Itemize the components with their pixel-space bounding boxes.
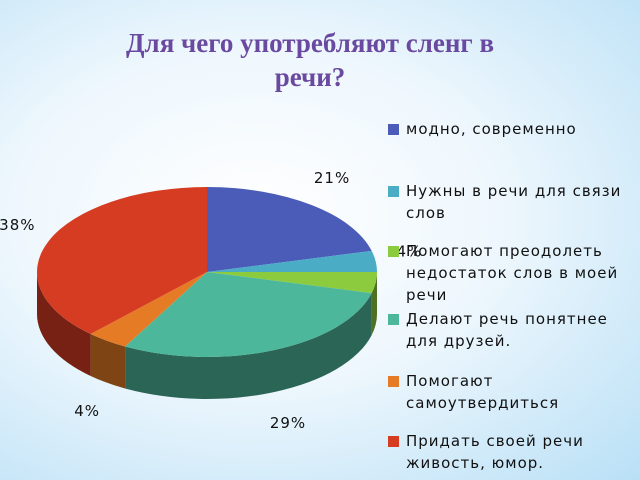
chart-title: Для чего употребляют сленг в речи? <box>125 28 495 92</box>
legend-label: Делают речь понятнее для друзей. <box>406 310 608 350</box>
legend-swatch <box>388 314 399 325</box>
legend-swatch <box>388 436 399 447</box>
slice <box>125 272 372 357</box>
legend-swatch <box>388 186 399 197</box>
legend-swatch <box>388 124 399 135</box>
legend-item: Помогают преодолеть недостаток слов в мо… <box>388 240 633 306</box>
slice-side <box>371 272 377 336</box>
data-label: 4% <box>74 402 100 420</box>
data-label: 38% <box>0 216 35 234</box>
legend-label: Помогают преодолеть недостаток слов в мо… <box>406 242 619 304</box>
legend-item: Делают речь понятнее для друзей. <box>388 308 633 352</box>
legend-label: Нужны в речи для связи слов <box>406 182 622 222</box>
legend-swatch <box>388 376 399 387</box>
legend-item: Нужны в речи для связи слов <box>388 180 633 224</box>
slice-side <box>90 333 126 389</box>
legend-item: Помогают самоутвердиться <box>388 370 633 414</box>
slice <box>207 187 372 272</box>
slice <box>90 272 207 347</box>
data-label: 29% <box>270 414 306 432</box>
slice-side <box>37 272 91 376</box>
legend-item: модно, современно <box>388 118 633 140</box>
data-label: 4% <box>396 243 422 261</box>
legend-item: Придать своей речи живость, юмор. <box>388 430 633 474</box>
legend-swatch <box>388 246 399 257</box>
slice <box>36 187 207 334</box>
legend-label: модно, современно <box>406 120 577 138</box>
slice <box>207 272 377 294</box>
slice-side <box>125 293 372 399</box>
legend-label: Придать своей речи живость, юмор. <box>406 432 584 472</box>
slice <box>207 250 377 272</box>
legend-label: Помогают самоутвердиться <box>406 372 560 412</box>
data-label: 21% <box>314 169 350 187</box>
